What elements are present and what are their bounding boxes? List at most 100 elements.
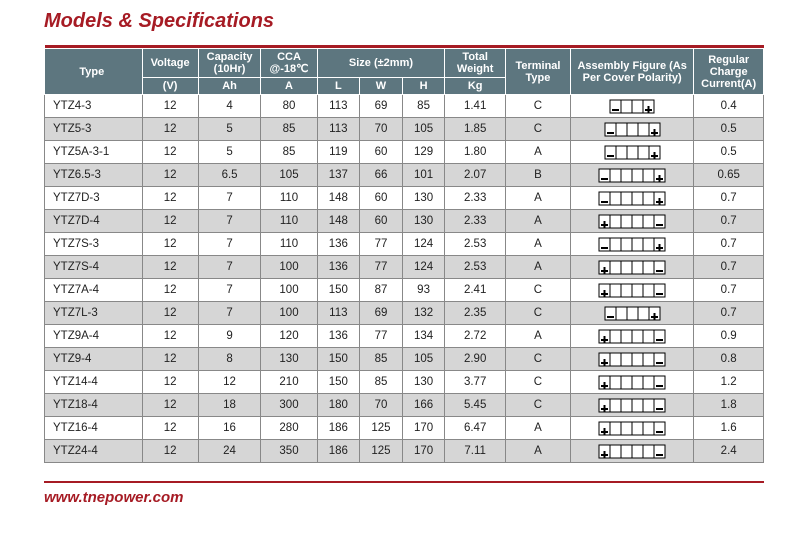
- cell-terminal: C: [505, 302, 570, 325]
- cell-size-l: 150: [317, 279, 360, 302]
- cell-charge: 0.7: [694, 210, 764, 233]
- cell-size-h: 130: [402, 210, 445, 233]
- cell-charge: 0.4: [694, 95, 764, 118]
- cell-terminal: C: [505, 95, 570, 118]
- cell-charge: 0.8: [694, 348, 764, 371]
- cell-voltage: 12: [142, 141, 198, 164]
- cell-type: YTZ14-4: [45, 371, 143, 394]
- cell-size-h: 130: [402, 371, 445, 394]
- cell-assembly: [570, 118, 693, 141]
- unit-voltage: (V): [142, 78, 198, 95]
- cell-terminal: C: [505, 279, 570, 302]
- cell-type: YTZ7D-3: [45, 187, 143, 210]
- cell-voltage: 12: [142, 233, 198, 256]
- table-row: YTZ7D-3127110148601302.33A0.7: [45, 187, 764, 210]
- cell-size-l: 180: [317, 394, 360, 417]
- unit-size-w: W: [360, 78, 403, 95]
- cell-charge: 1.8: [694, 394, 764, 417]
- cell-charge: 0.7: [694, 256, 764, 279]
- cell-size-h: 105: [402, 348, 445, 371]
- cell-type: YTZ5A-3-1: [45, 141, 143, 164]
- cell-size-l: 150: [317, 348, 360, 371]
- cell-size-w: 70: [360, 394, 403, 417]
- cell-type: YTZ7S-3: [45, 233, 143, 256]
- cell-voltage: 12: [142, 118, 198, 141]
- cell-voltage: 12: [142, 164, 198, 187]
- cell-cca: 110: [261, 233, 317, 256]
- cell-cca: 300: [261, 394, 317, 417]
- cell-weight: 2.53: [445, 256, 506, 279]
- cell-size-w: 125: [360, 440, 403, 463]
- table-row: YTZ7L-3127100113691322.35C0.7: [45, 302, 764, 325]
- cell-size-w: 77: [360, 233, 403, 256]
- col-size: Size (±2mm): [317, 49, 445, 78]
- cell-assembly: [570, 233, 693, 256]
- cell-terminal: A: [505, 233, 570, 256]
- cell-assembly: [570, 348, 693, 371]
- cell-weight: 5.45: [445, 394, 506, 417]
- cell-size-w: 60: [360, 187, 403, 210]
- cell-terminal: C: [505, 371, 570, 394]
- col-charge: Regular Charge Current(A): [694, 49, 764, 95]
- cell-type: YTZ18-4: [45, 394, 143, 417]
- cell-cca: 120: [261, 325, 317, 348]
- cell-type: YTZ16-4: [45, 417, 143, 440]
- cell-charge: 0.65: [694, 164, 764, 187]
- col-capacity: Capacity (10Hr): [198, 49, 261, 78]
- cell-terminal: A: [505, 440, 570, 463]
- cell-assembly: [570, 164, 693, 187]
- cell-size-w: 77: [360, 325, 403, 348]
- cell-size-w: 66: [360, 164, 403, 187]
- cell-weight: 1.85: [445, 118, 506, 141]
- unit-capacity: Ah: [198, 78, 261, 95]
- cell-assembly: [570, 256, 693, 279]
- cell-cca: 100: [261, 302, 317, 325]
- cell-capacity: 4: [198, 95, 261, 118]
- cell-weight: 2.35: [445, 302, 506, 325]
- cell-size-h: 170: [402, 417, 445, 440]
- cell-size-h: 101: [402, 164, 445, 187]
- cell-assembly: [570, 141, 693, 164]
- cell-terminal: A: [505, 256, 570, 279]
- cell-charge: 0.7: [694, 187, 764, 210]
- cell-assembly: [570, 210, 693, 233]
- cell-size-l: 113: [317, 118, 360, 141]
- cell-cca: 350: [261, 440, 317, 463]
- cell-assembly: [570, 279, 693, 302]
- footer-url: www.tnepower.com: [44, 489, 770, 506]
- cell-terminal: A: [505, 141, 570, 164]
- cell-weight: 2.33: [445, 210, 506, 233]
- cell-charge: 0.5: [694, 141, 764, 164]
- cell-size-l: 148: [317, 210, 360, 233]
- cell-size-w: 125: [360, 417, 403, 440]
- cell-cca: 80: [261, 95, 317, 118]
- cell-charge: 1.6: [694, 417, 764, 440]
- cell-voltage: 12: [142, 325, 198, 348]
- cell-size-h: 124: [402, 233, 445, 256]
- cell-cca: 85: [261, 118, 317, 141]
- cell-capacity: 6.5: [198, 164, 261, 187]
- cell-size-h: 130: [402, 187, 445, 210]
- cell-type: YTZ4-3: [45, 95, 143, 118]
- cell-voltage: 12: [142, 210, 198, 233]
- table-row: YTZ7S-4127100136771242.53A0.7: [45, 256, 764, 279]
- table-row: YTZ9-4128130150851052.90C0.8: [45, 348, 764, 371]
- cell-voltage: 12: [142, 302, 198, 325]
- page-title: Models & Specifications: [44, 10, 770, 33]
- cell-voltage: 12: [142, 371, 198, 394]
- cell-capacity: 7: [198, 233, 261, 256]
- cell-cca: 130: [261, 348, 317, 371]
- cell-size-h: 93: [402, 279, 445, 302]
- cell-weight: 2.72: [445, 325, 506, 348]
- cell-cca: 110: [261, 187, 317, 210]
- cell-size-l: 186: [317, 417, 360, 440]
- cell-voltage: 12: [142, 187, 198, 210]
- cell-type: YTZ5-3: [45, 118, 143, 141]
- cell-voltage: 12: [142, 256, 198, 279]
- cell-assembly: [570, 371, 693, 394]
- unit-size-l: L: [317, 78, 360, 95]
- cell-terminal: A: [505, 210, 570, 233]
- cell-weight: 2.90: [445, 348, 506, 371]
- cell-size-l: 136: [317, 233, 360, 256]
- cell-capacity: 7: [198, 279, 261, 302]
